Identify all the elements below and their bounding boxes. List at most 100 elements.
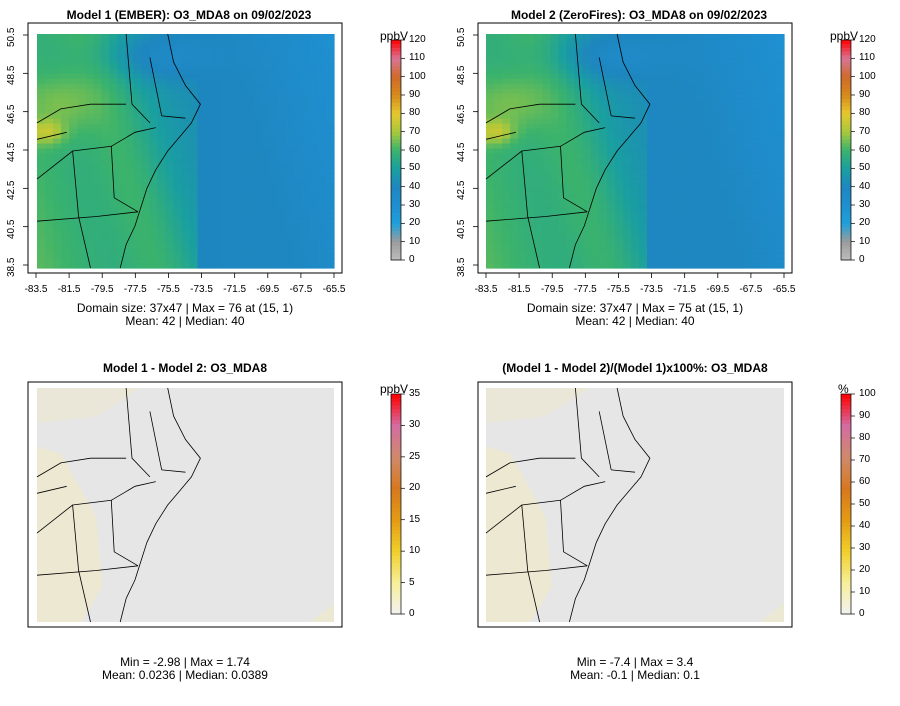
grid-cell: [277, 83, 287, 90]
x-tick-label: -79.5: [540, 284, 564, 295]
grid-cell: [695, 108, 705, 115]
grid-cell: [663, 263, 672, 269]
grid-cell: [165, 63, 175, 70]
grid-cell: [550, 98, 560, 105]
grid-cell: [727, 158, 737, 165]
grid-cell: [117, 138, 126, 145]
grid-cell: [181, 123, 191, 130]
grid-cell: [663, 78, 672, 85]
grid-cell: [309, 78, 319, 85]
grid-cell: [687, 83, 696, 90]
grid-cell: [735, 143, 745, 150]
grid-cell: [759, 188, 769, 194]
grid-cell: [101, 253, 110, 259]
grid-cell: [566, 93, 576, 100]
grid-cell: [679, 258, 688, 264]
grid-cell: [655, 38, 664, 45]
grid-cell: [61, 248, 70, 254]
grid-cell: [77, 133, 86, 140]
panel-4-frame: [477, 381, 793, 628]
grid-cell: [614, 118, 624, 125]
grid-cell: [622, 183, 632, 189]
grid-cell: [606, 248, 616, 254]
grid-cell: [526, 243, 535, 249]
grid-cell: [687, 243, 696, 249]
grid-cell: [101, 243, 110, 249]
grid-cell: [494, 223, 503, 229]
grid-cell: [53, 168, 62, 175]
colorbar-segment: [841, 212, 851, 217]
grid-cell: [133, 118, 142, 125]
grid-cell: [285, 43, 295, 50]
grid-cell: [647, 128, 656, 135]
grid-cell: [61, 228, 70, 234]
grid-cell: [133, 68, 142, 75]
grid-cell: [526, 34, 535, 40]
grid-cell: [245, 48, 255, 55]
grid-cell: [606, 138, 616, 145]
grid-cell: [727, 88, 737, 95]
grid-cell: [301, 123, 311, 130]
grid-cell: [229, 208, 239, 214]
grid-cell: [518, 34, 527, 40]
grid-cell: [181, 148, 191, 155]
grid-cell: [301, 34, 311, 40]
grid-cell: [711, 58, 721, 65]
grid-cell: [647, 88, 656, 95]
grid-cell: [45, 108, 54, 115]
grid-cell: [542, 258, 552, 264]
grid-cell: [149, 173, 159, 179]
grid-cell: [285, 258, 295, 264]
grid-cell: [181, 198, 191, 204]
grid-cell: [727, 258, 737, 264]
colorbar-segment: [841, 405, 851, 410]
grid-cell: [703, 133, 713, 140]
grid-cell: [582, 63, 592, 70]
grid-cell: [486, 73, 495, 80]
grid-cell: [502, 98, 511, 105]
grid-cell: [309, 258, 319, 264]
grid-cell: [165, 43, 175, 50]
grid-cell: [486, 153, 495, 160]
colorbar-segment: [841, 157, 851, 162]
grid-cell: [69, 178, 78, 184]
grid-cell: [77, 263, 86, 269]
grid-cell: [317, 103, 327, 110]
grid-cell: [229, 43, 239, 50]
grid-cell: [221, 68, 231, 75]
grid-cell: [213, 113, 223, 120]
grid-cell: [285, 113, 295, 120]
grid-cell: [687, 238, 696, 244]
colorbar-tick-label: 35: [409, 388, 421, 399]
grid-cell: [550, 248, 560, 254]
grid-cell: [759, 143, 769, 150]
grid-cell: [735, 158, 745, 165]
grid-cell: [614, 48, 624, 55]
grid-cell: [759, 118, 769, 125]
grid-cell: [614, 143, 624, 150]
grid-cell: [125, 133, 134, 140]
grid-cell: [229, 118, 239, 125]
colorbar-segment: [841, 230, 851, 235]
grid-cell: [85, 238, 94, 244]
grid-cell: [759, 93, 769, 100]
grid-cell: [61, 78, 70, 85]
grid-cell: [141, 243, 150, 249]
grid-cell: [759, 258, 769, 264]
grid-cell: [663, 68, 672, 75]
grid-cell: [173, 213, 183, 219]
grid-cell: [69, 218, 78, 224]
grid-cell: [510, 243, 519, 249]
grid-cell: [647, 208, 656, 214]
grid-cell: [606, 168, 616, 175]
grid-cell: [655, 218, 664, 224]
grid-cell: [229, 173, 239, 179]
colorbar-segment: [841, 441, 851, 446]
state-border: [125, 33, 151, 124]
grid-cell: [663, 83, 672, 90]
grid-cell: [53, 143, 62, 150]
grid-cell: [679, 138, 688, 145]
grid-cell: [229, 88, 239, 95]
grid-cell: [719, 113, 729, 120]
grid-cell: [566, 203, 576, 209]
